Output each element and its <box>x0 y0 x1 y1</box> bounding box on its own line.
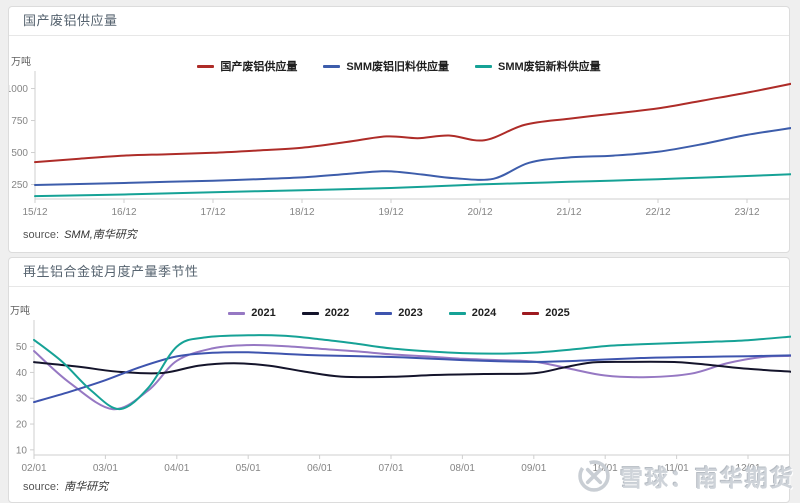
x-axis-tick-label: 20/12 <box>467 207 492 218</box>
x-axis-tick-label: 07/01 <box>378 463 403 474</box>
source-row: source: 南华研究 <box>23 478 108 494</box>
panel-header: 国产废铝供应量 <box>9 7 789 36</box>
x-axis-tick-label: 21/12 <box>556 207 581 218</box>
y-axis-tick-label: 30 <box>16 394 28 405</box>
series-line-SMM废铝新料供应量 <box>34 173 791 198</box>
line-chart-monthly-seasonality: 万吨 10 20 30 40 50 02/01 03/01 04/01 05/01 06/01 07/… <box>10 304 791 474</box>
y-axis-tick-label: 250 <box>11 180 28 191</box>
x-axis-tick-label: 12/01 <box>735 463 760 474</box>
y-axis-tick-label: 50 <box>16 342 28 353</box>
series-line-2021 <box>33 344 791 411</box>
line-chart-domestic-scrap-supply: 万吨 250 500 750 1000 15/12 16/12 17/12 18/12 19/12… <box>9 55 791 218</box>
source-label: source: <box>23 481 60 493</box>
x-axis-tick-label: 17/12 <box>200 207 225 218</box>
series-line-2023 <box>33 351 791 404</box>
series-line-2024 <box>33 334 791 411</box>
x-axis-tick-label: 11/01 <box>664 463 689 474</box>
y-axis-unit-label: 万吨 <box>10 304 30 317</box>
x-axis-tick-label: 10/01 <box>593 463 618 474</box>
x-axis-tick-label: 22/12 <box>645 207 670 218</box>
x-axis-tick-label: 16/12 <box>111 207 136 218</box>
chart-title: 国产废铝供应量 <box>23 13 118 28</box>
source-value: SMM,南华研究 <box>64 229 137 241</box>
panel-recycled-alloy-ingot-seasonality: 再生铝合金锭月度产量季节性 2021 2022 2023 2024 2025 万吨 10 2… <box>8 257 791 503</box>
series-line-2022 <box>33 360 791 379</box>
x-axis-tick-label: 04/01 <box>164 463 189 474</box>
x-axis-tick-label: 06/01 <box>307 463 332 474</box>
source-row: source: SMM,南华研究 <box>23 226 137 242</box>
panel-header: 再生铝合金锭月度产量季节性 <box>9 258 789 287</box>
x-axis-tick-label: 15/12 <box>22 207 47 218</box>
y-axis-tick-label: 20 <box>16 420 28 431</box>
x-axis-tick-label: 03/01 <box>93 463 118 474</box>
y-axis-tick-label: 1000 <box>9 84 28 95</box>
y-axis-unit-label: 万吨 <box>11 55 31 68</box>
source-value: 南华研究 <box>64 481 109 493</box>
x-axis-tick-label: 08/01 <box>450 463 475 474</box>
y-axis-tick-label: 750 <box>11 116 28 127</box>
chart-title: 再生铝合金锭月度产量季节性 <box>23 264 199 279</box>
x-axis-tick-label: 19/12 <box>378 207 403 218</box>
series-line-国产废铝供应量 <box>34 82 791 164</box>
source-label: source: <box>23 229 60 241</box>
x-axis-tick-label: 09/01 <box>521 463 546 474</box>
axis-lines <box>34 71 789 200</box>
y-axis-tick-label: 10 <box>16 445 28 456</box>
panel-domestic-scrap-aluminum-supply: 国产废铝供应量 国产废铝供应量 SMM废铝旧料供应量 SMM废铝新料供应量 万吨 25… <box>8 6 791 253</box>
y-axis-tick-label: 500 <box>11 148 28 159</box>
y-axis-tick-label: 40 <box>16 368 28 379</box>
x-axis-tick-label: 02/01 <box>21 463 46 474</box>
series-line-SMM废铝旧料供应量 <box>34 127 791 186</box>
x-axis-tick-label: 23/12 <box>734 207 759 218</box>
x-axis-tick-label: 18/12 <box>289 207 314 218</box>
x-axis-tick-label: 05/01 <box>236 463 261 474</box>
